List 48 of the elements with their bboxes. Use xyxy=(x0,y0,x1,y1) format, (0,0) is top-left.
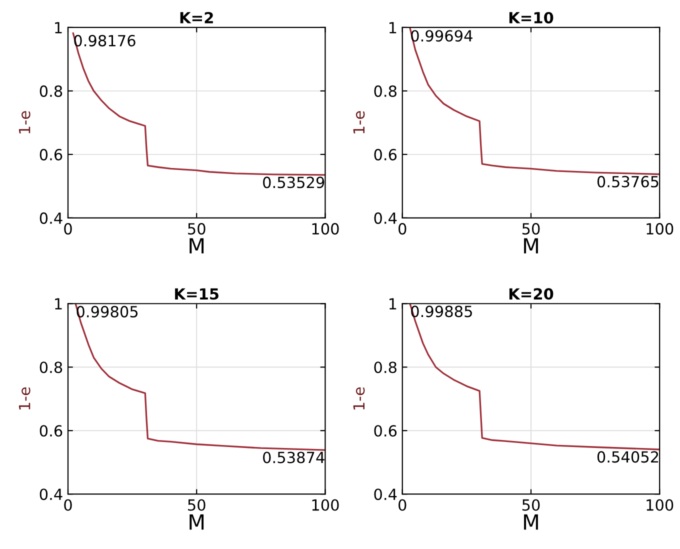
annotation: 0.54052 xyxy=(597,451,658,463)
x-tick-label: 50 xyxy=(522,223,540,235)
annotation: 0.53765 xyxy=(597,176,658,188)
y-tick-label: 0.6 xyxy=(374,425,397,437)
x-tick-label: 100 xyxy=(312,223,339,235)
chart-title: K=10 xyxy=(509,12,554,24)
line-series xyxy=(409,28,660,176)
y-tick-label: 1 xyxy=(389,298,396,310)
x-tick-label: 0 xyxy=(398,499,406,511)
x-tick-label: 0 xyxy=(64,223,72,235)
x-axis-title: M xyxy=(524,238,538,254)
y-tick-label: 0.4 xyxy=(374,488,397,500)
x-axis-title: M xyxy=(524,514,538,530)
chart-title: K=2 xyxy=(180,12,213,24)
x-tick-label: 0 xyxy=(398,223,406,235)
y-tick-label: 0.8 xyxy=(374,85,396,97)
y-axis-title: 1-e xyxy=(18,387,30,410)
y-tick-label: 0.4 xyxy=(40,212,62,224)
y-axis-title: 1-e xyxy=(18,111,30,134)
x-tick-label: 100 xyxy=(312,499,339,511)
x-tick-label: 100 xyxy=(646,499,674,511)
y-tick-label: 0.8 xyxy=(374,362,396,374)
line-series xyxy=(72,32,326,176)
y-tick-label: 0.4 xyxy=(374,212,397,224)
x-tick-label: 100 xyxy=(646,223,674,235)
x-tick-label: 50 xyxy=(188,223,206,235)
x-axis-title: M xyxy=(190,514,204,530)
annotation: 0.53874 xyxy=(263,452,324,464)
y-tick-label: 0.6 xyxy=(374,148,397,160)
x-tick-label: 50 xyxy=(188,499,206,511)
line-series xyxy=(409,304,660,450)
y-tick-label: 0.8 xyxy=(40,85,62,97)
x-axis-title: M xyxy=(190,238,204,254)
y-tick-label: 1 xyxy=(55,22,62,34)
chart-title: K=15 xyxy=(175,288,218,300)
y-tick-label: 0.4 xyxy=(40,488,62,500)
y-tick-label: 1 xyxy=(55,298,62,310)
chart-title: K=20 xyxy=(509,288,554,300)
annotation: 0.53529 xyxy=(263,176,324,188)
x-tick-label: 50 xyxy=(522,499,540,511)
line-series xyxy=(74,304,326,451)
y-tick-label: 0.8 xyxy=(40,362,62,374)
y-axis-title: 1-e xyxy=(353,111,365,134)
y-tick-label: 0.6 xyxy=(40,148,62,160)
x-tick-label: 0 xyxy=(64,499,72,511)
y-tick-label: 1 xyxy=(389,22,396,34)
y-tick-label: 0.6 xyxy=(40,425,62,437)
y-axis-title: 1-e xyxy=(353,387,365,410)
